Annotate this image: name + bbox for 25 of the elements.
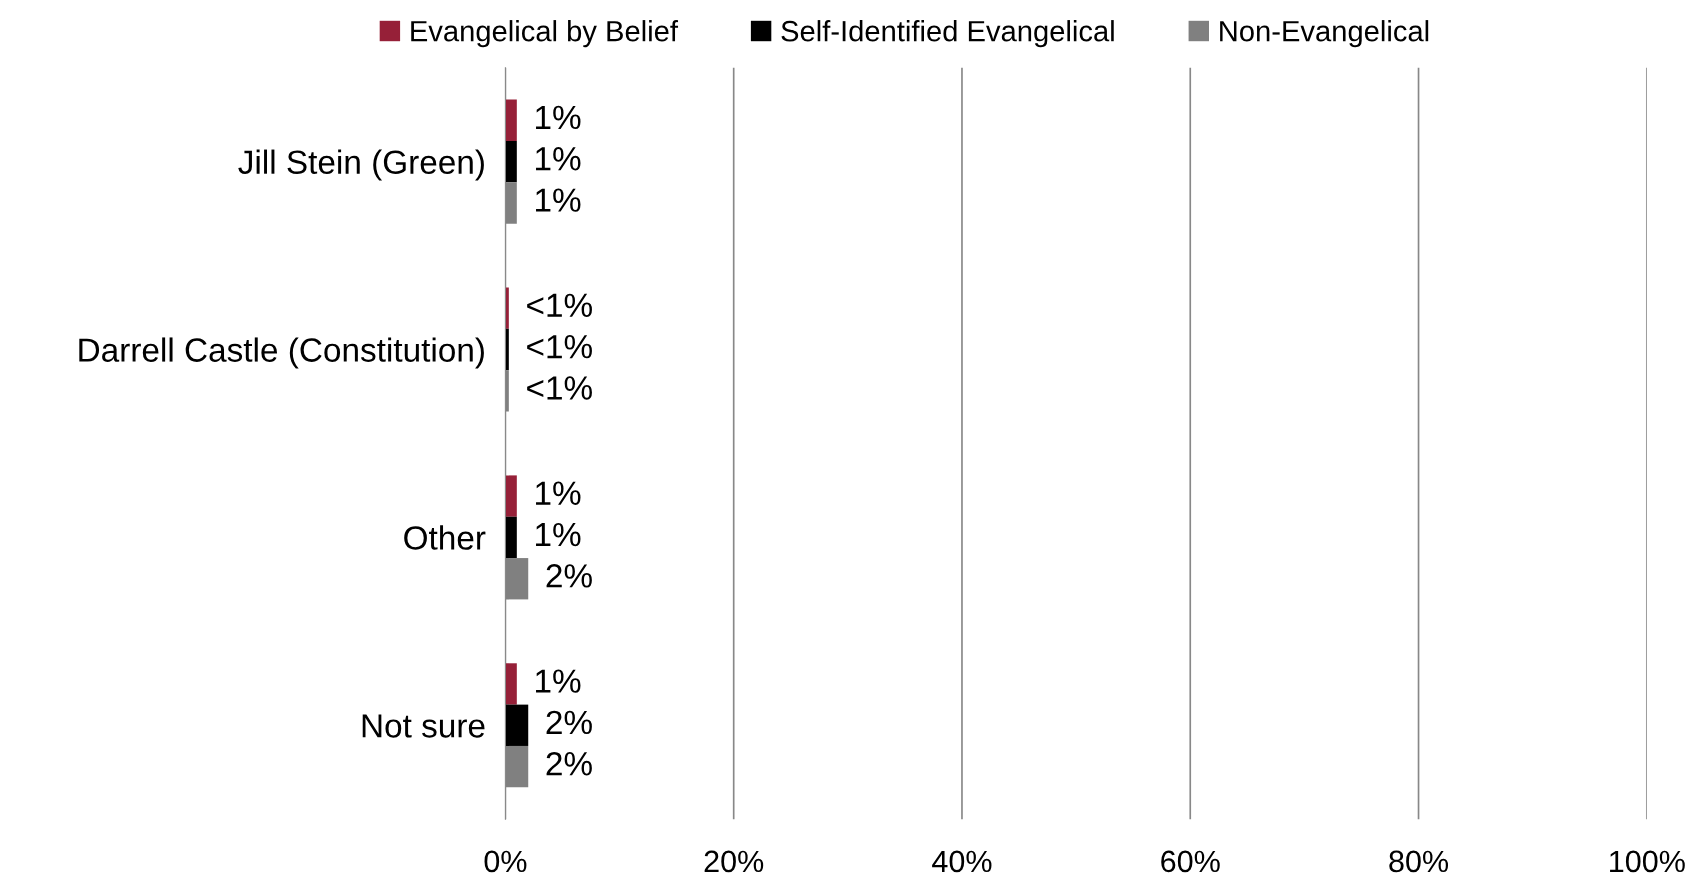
data-label: 2%	[546, 710, 592, 735]
data-label: <1%	[527, 376, 592, 400]
x-tick-label: 20%	[704, 850, 764, 873]
data-label: 2%	[546, 751, 592, 776]
data-label: 1%	[536, 188, 581, 212]
y-tick-label: Other	[404, 525, 486, 550]
data-label: 1%	[536, 147, 581, 171]
x-tick-label: 0%	[484, 850, 527, 873]
legend-label: Evangelical by Belief	[411, 20, 679, 48]
x-tick-label: 40%	[932, 850, 992, 873]
data-label: <1%	[527, 335, 592, 359]
data-label: 1%	[536, 522, 581, 547]
data-label: 1%	[536, 105, 581, 130]
x-tick-label: 60%	[1161, 850, 1220, 873]
legend-label: Self-Identified Evangelical	[781, 20, 1114, 48]
data-label: 2%	[546, 564, 592, 588]
data-label: 1%	[536, 481, 581, 505]
data-label: <1%	[527, 293, 592, 317]
y-tick-label: Jill Stein (Green)	[238, 149, 484, 181]
y-tick-label: Darrell Castle (Constitution)	[79, 337, 484, 369]
x-tick-label: 100%	[1610, 850, 1685, 873]
y-tick-label: Not sure	[362, 714, 485, 738]
legend-label: Non-Evangelical	[1220, 20, 1429, 48]
x-tick-label: 80%	[1389, 850, 1449, 873]
data-label: 1%	[536, 669, 581, 693]
